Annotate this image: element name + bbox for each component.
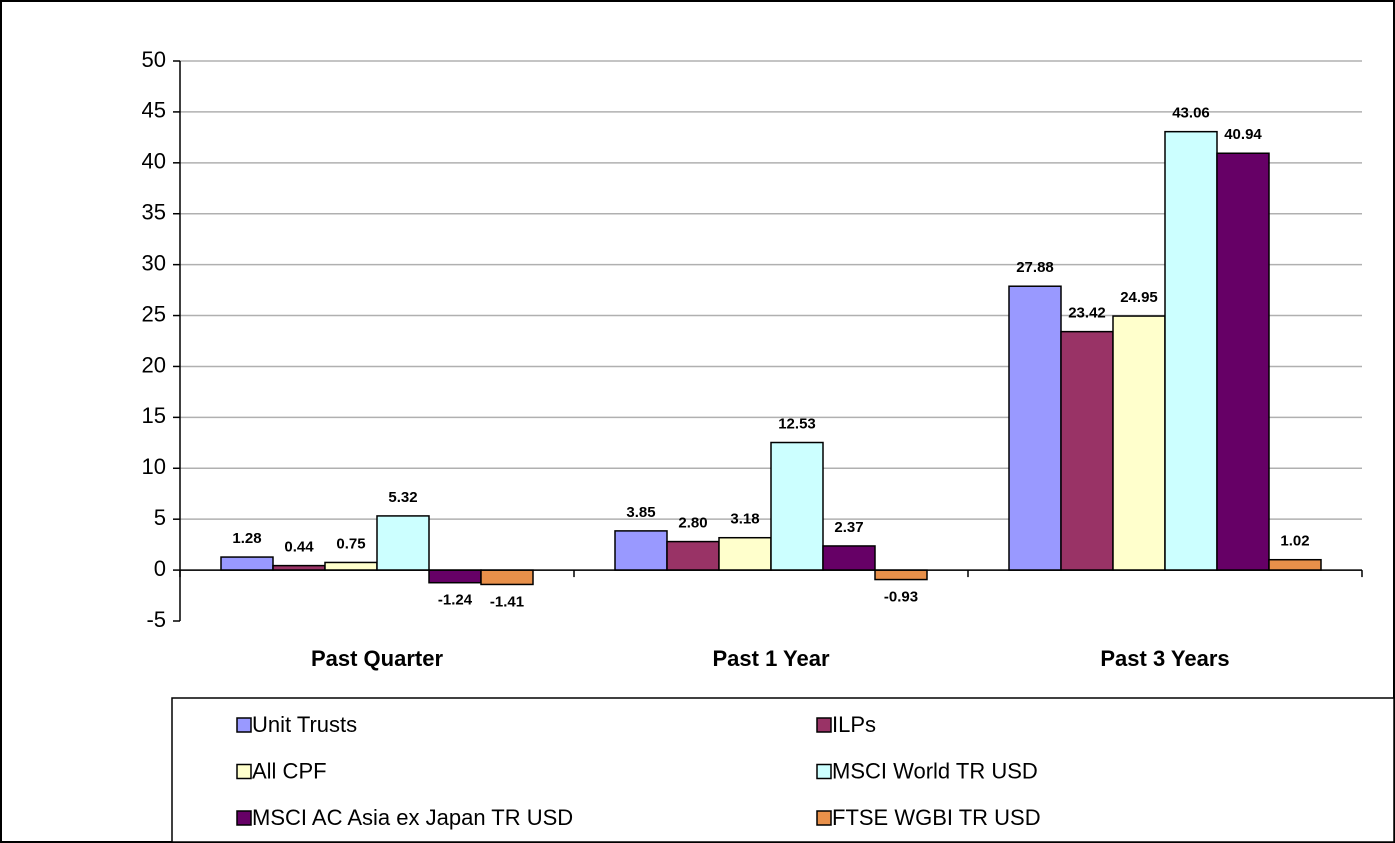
bar <box>666 540 720 571</box>
legend-label: MSCI AC Asia ex Japan TR USD <box>252 805 573 830</box>
value-label: 3.18 <box>730 511 759 528</box>
legend-label: MSCI World TR USD <box>832 758 1038 783</box>
bar <box>1112 315 1166 571</box>
value-label: -1.24 <box>438 592 473 609</box>
legend-swatch <box>236 763 252 780</box>
value-label: 2.37 <box>834 519 863 536</box>
value-label: 12.53 <box>778 415 816 432</box>
y-tick-label: 30 <box>142 250 166 275</box>
value-label: 1.28 <box>232 530 261 547</box>
x-tick-label: Past 3 Years <box>1100 646 1229 671</box>
y-tick-label: 45 <box>142 98 166 123</box>
value-label: 27.88 <box>1016 259 1054 276</box>
x-tick-label: Past Quarter <box>311 646 443 671</box>
value-label: -1.41 <box>490 593 524 610</box>
legend-swatch <box>816 717 832 733</box>
value-label: 2.80 <box>678 515 707 532</box>
value-label: 0.44 <box>284 539 314 556</box>
bar <box>376 515 430 571</box>
value-label: 43.06 <box>1172 105 1210 122</box>
y-tick-label: -5 <box>146 607 166 632</box>
bar <box>428 569 482 584</box>
legend-label: All CPF <box>252 758 327 783</box>
legend-swatch <box>816 810 832 826</box>
y-tick-label: 35 <box>142 200 166 225</box>
bar <box>220 556 274 571</box>
value-label: 24.95 <box>1120 289 1158 306</box>
bar <box>1008 285 1062 571</box>
bar <box>822 545 876 571</box>
y-tick-label: 20 <box>142 352 166 377</box>
bar <box>324 561 378 571</box>
y-tick-label: 40 <box>142 149 166 174</box>
value-label: 40.94 <box>1224 126 1262 143</box>
legend-label: Unit Trusts <box>252 712 357 737</box>
value-label: 3.85 <box>626 504 655 521</box>
legend-swatch <box>236 810 252 826</box>
legend-box <box>171 697 1395 843</box>
legend-swatch <box>816 763 832 780</box>
y-tick-label: 50 <box>142 47 166 72</box>
x-tick-label: Past 1 Year <box>712 646 829 671</box>
value-label: 1.02 <box>1280 533 1309 550</box>
bar <box>1268 558 1322 571</box>
bar <box>770 441 824 571</box>
bar <box>614 530 668 571</box>
bar <box>1060 330 1114 571</box>
y-tick-label: 15 <box>142 403 166 428</box>
y-tick-label: 10 <box>142 454 166 479</box>
bar <box>718 536 772 571</box>
value-label: 5.32 <box>388 489 417 506</box>
legend-label: ILPs <box>832 712 876 737</box>
bar <box>480 569 534 586</box>
bar <box>874 569 928 581</box>
value-label: 0.75 <box>336 535 365 552</box>
value-label: -0.93 <box>884 589 918 606</box>
bar <box>1164 130 1218 571</box>
legend-label: FTSE WGBI TR USD <box>832 805 1041 830</box>
bar <box>1216 152 1270 571</box>
value-label: 23.42 <box>1068 305 1106 322</box>
legend-swatch <box>236 717 252 733</box>
y-tick-label: 0 <box>154 556 166 581</box>
y-tick-label: 25 <box>142 301 166 326</box>
y-tick-label: 5 <box>154 505 166 530</box>
